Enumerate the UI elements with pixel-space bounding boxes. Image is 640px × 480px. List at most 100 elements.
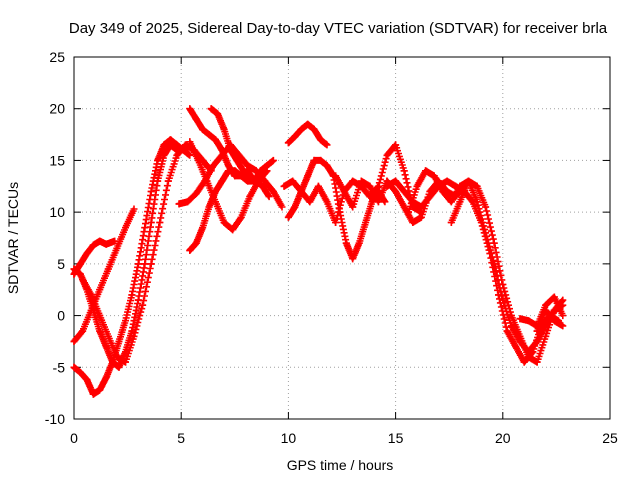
data-point (473, 182, 481, 190)
data-point (147, 219, 155, 226)
data-point (323, 198, 331, 206)
series-track-5 (79, 141, 215, 366)
data-point (244, 177, 252, 185)
data-point (456, 182, 464, 190)
data-point (473, 198, 481, 206)
series-track-17 (447, 177, 567, 366)
data-point (167, 141, 174, 149)
data-point (340, 188, 348, 195)
series-track-2 (70, 205, 138, 345)
data-point (400, 188, 408, 195)
data-point (164, 177, 172, 185)
y-tick-label: 10 (49, 204, 65, 220)
data-point (96, 327, 104, 335)
data-point (209, 162, 217, 170)
data-point (128, 291, 136, 299)
tick-labels: 0 5 10 15 20 25 -10 -5 0 5 10 15 20 25 (45, 49, 618, 446)
data-point (229, 226, 237, 234)
data-point (96, 286, 104, 294)
data-point (317, 156, 325, 164)
data-point (87, 291, 95, 299)
data-point (265, 193, 273, 201)
data-point (263, 167, 271, 175)
data-point (417, 203, 425, 211)
data-point (147, 188, 155, 195)
data-point (244, 162, 252, 170)
series (70, 105, 567, 398)
data-point (261, 177, 269, 185)
data-point (499, 281, 507, 288)
data-point (115, 363, 123, 371)
data-point (291, 203, 299, 211)
data-point (111, 237, 119, 245)
ticks (73, 56, 611, 420)
data-point (362, 219, 370, 226)
data-point (102, 343, 110, 351)
plot-frame (73, 56, 611, 420)
data-point (323, 141, 331, 149)
data-point (310, 156, 318, 164)
x-tick-label: 15 (388, 430, 404, 446)
data-point (542, 332, 550, 340)
data-point (447, 219, 455, 226)
data-point (499, 296, 507, 304)
data-point (317, 136, 325, 144)
data-point (366, 182, 374, 190)
data-point (192, 115, 200, 123)
x-tick-label: 5 (177, 430, 185, 446)
data-point (332, 219, 340, 226)
data-point (252, 167, 260, 175)
data-point (550, 317, 558, 325)
data-point (89, 390, 97, 398)
series-track-10 (186, 138, 271, 234)
data-point (349, 203, 357, 211)
x-tick-label: 0 (70, 430, 78, 446)
data-point (269, 156, 277, 164)
data-point (154, 177, 162, 185)
data-point (113, 244, 121, 252)
data-point (122, 224, 129, 232)
data-point (224, 167, 232, 175)
data-point (109, 358, 117, 366)
data-point (383, 182, 391, 190)
data-point (400, 167, 408, 175)
data-point (289, 177, 297, 185)
data-point (83, 250, 91, 257)
data-point (156, 219, 164, 226)
x-axis-label: GPS time / hours (287, 457, 394, 473)
data-point (173, 151, 181, 159)
data-point (503, 327, 511, 335)
data-point (160, 141, 168, 149)
data-point (199, 125, 207, 133)
data-point (231, 167, 239, 175)
data-point (284, 139, 292, 147)
data-point (383, 151, 391, 159)
data-point (314, 182, 322, 190)
data-point (465, 177, 472, 185)
x-tick-label: 20 (495, 430, 511, 446)
data-point (70, 337, 78, 345)
y-tick-label: -10 (45, 411, 65, 427)
data-point (134, 260, 142, 268)
data-point (246, 193, 254, 201)
data-point (413, 182, 421, 190)
data-point (203, 177, 211, 185)
data-point (426, 193, 434, 201)
data-point (254, 177, 262, 185)
data-point (130, 332, 138, 340)
data-point (559, 312, 567, 320)
data-point (405, 208, 412, 216)
data-point (76, 260, 84, 268)
data-point (79, 327, 87, 335)
data-point (349, 255, 357, 263)
data-point (297, 125, 305, 133)
data-point (96, 237, 104, 245)
data-point (280, 182, 288, 190)
data-point (374, 182, 382, 190)
data-point (212, 198, 219, 206)
data-point (186, 138, 194, 146)
data-point (96, 312, 104, 320)
data-point (284, 213, 292, 221)
